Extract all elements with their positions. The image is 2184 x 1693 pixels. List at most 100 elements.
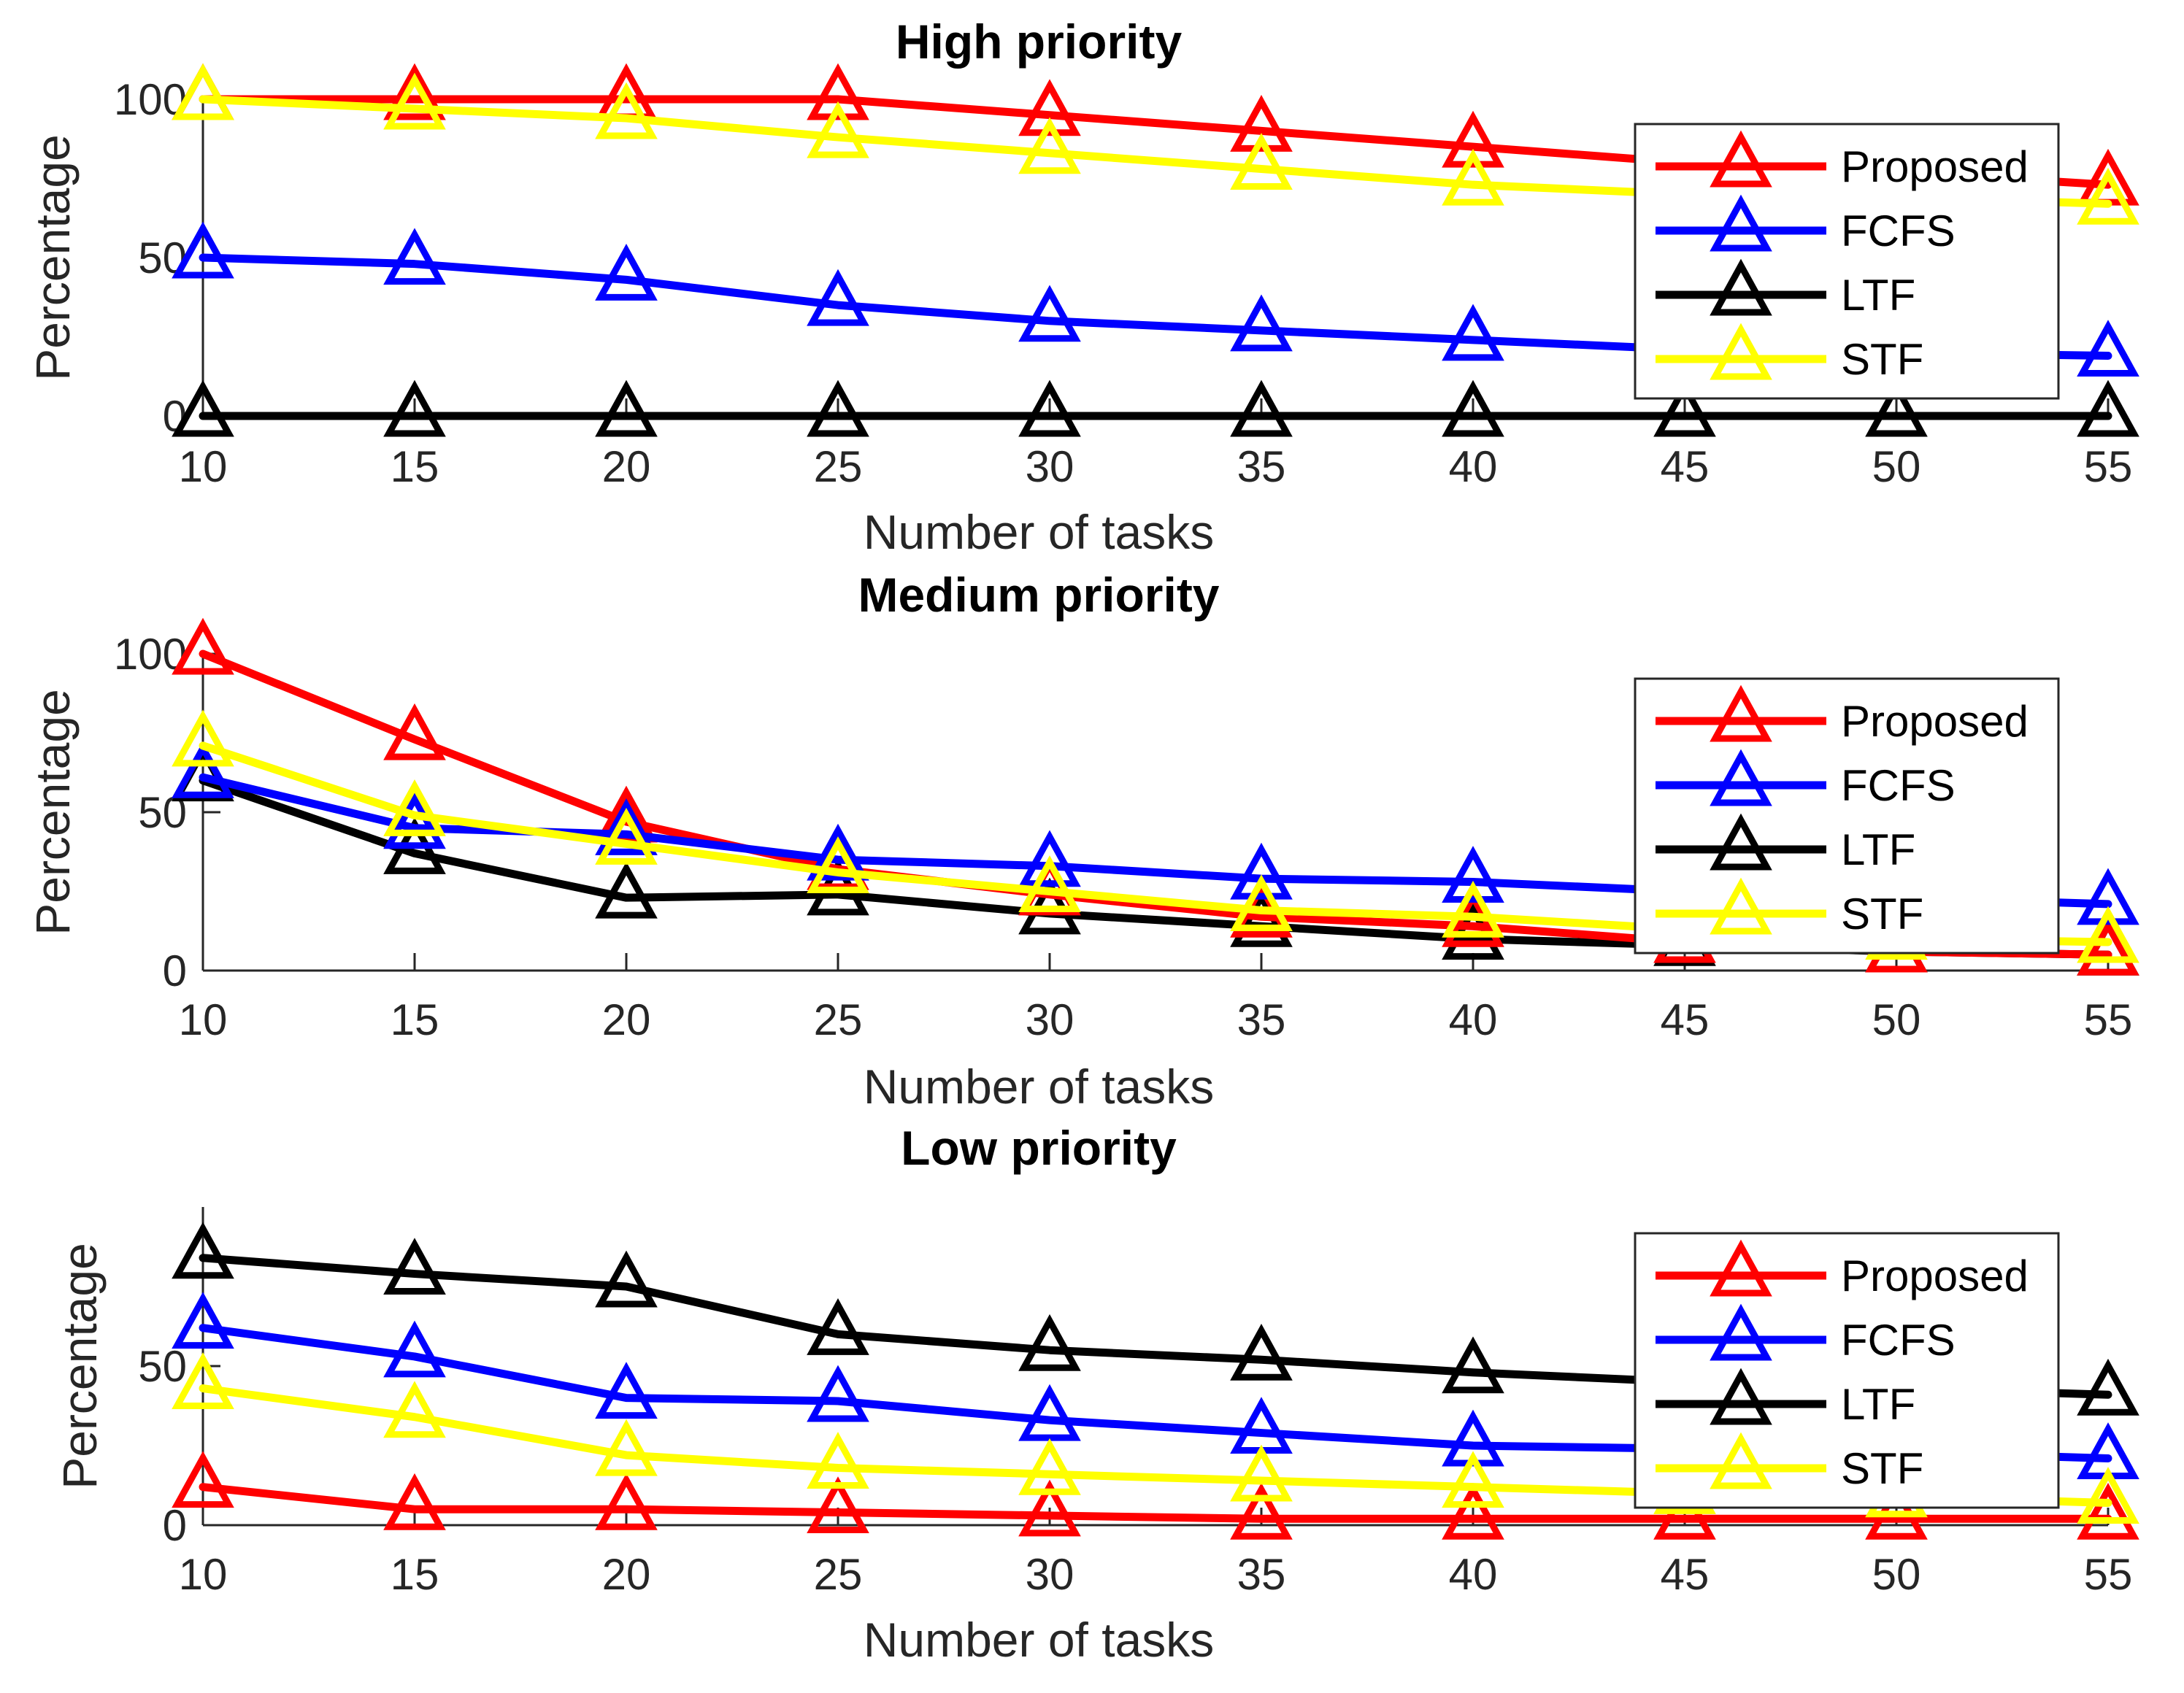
x-tick-label: 40 <box>1449 1550 1498 1599</box>
x-tick-label: 25 <box>814 1550 863 1599</box>
data-point-marker <box>1442 148 1504 206</box>
chart-title: Low priority <box>901 1121 1177 1175</box>
x-tick-label: 45 <box>1661 995 1710 1044</box>
data-point-marker <box>2077 320 2139 377</box>
data-point-marker <box>1018 830 1081 887</box>
series-line-proposed <box>199 1483 2112 1523</box>
x-tick-label: 50 <box>1872 1550 1921 1599</box>
data-point-marker <box>807 1476 869 1534</box>
data-point-marker <box>807 101 869 158</box>
data-point-marker <box>807 63 869 120</box>
data-point-marker <box>1018 1384 1081 1441</box>
legend-label-ltf: LTF <box>1841 1380 1915 1429</box>
data-point-marker <box>172 617 234 675</box>
data-point-marker <box>2077 167 2139 225</box>
legend-marker-stf <box>1710 877 1772 935</box>
data-point-marker <box>1018 1314 1081 1371</box>
x-tick-label: 25 <box>814 995 863 1044</box>
chart-title: Medium priority <box>858 568 1219 622</box>
x-tick-label: 25 <box>814 442 863 491</box>
data-point-marker <box>595 244 658 301</box>
data-point-marker <box>807 1298 869 1355</box>
x-tick-label: 20 <box>602 1550 651 1599</box>
data-point-marker <box>383 792 446 849</box>
y-axis-label: Percentage <box>26 689 80 936</box>
legend-label-stf: STF <box>1841 890 1923 938</box>
legend-marker-stf <box>1710 323 1772 380</box>
data-point-marker <box>172 63 234 120</box>
chart-title: High priority <box>896 15 1183 69</box>
legend-marker-fcfs <box>1710 1303 1772 1361</box>
data-point-marker <box>1442 846 1504 903</box>
data-point-marker <box>2077 868 2139 925</box>
y-tick-label: 50 <box>138 1342 187 1391</box>
data-point-marker <box>383 703 446 760</box>
data-point-marker <box>807 1365 869 1422</box>
data-point-marker <box>383 63 446 120</box>
data-point-marker <box>383 228 446 285</box>
data-point-marker <box>172 1451 234 1508</box>
data-point-marker <box>1230 294 1293 352</box>
data-point-marker <box>595 785 658 843</box>
x-tick-label: 45 <box>1661 1550 1710 1599</box>
x-tick-label: 50 <box>1872 995 1921 1044</box>
data-point-marker <box>1018 855 1081 912</box>
data-point-marker <box>595 1419 658 1476</box>
data-point-marker <box>1442 880 1504 938</box>
data-point-marker <box>1018 1479 1081 1537</box>
legend-marker-ltf <box>1710 1368 1772 1425</box>
data-point-marker <box>2077 1467 2139 1524</box>
legend-label-proposed: Proposed <box>1841 142 2029 191</box>
data-point-marker <box>1230 133 1293 190</box>
x-tick-label: 55 <box>2084 995 2133 1044</box>
data-point-marker <box>1230 842 1293 900</box>
data-point-marker <box>807 269 869 326</box>
legend: Proposed FCFS LTF STF <box>1634 123 2060 400</box>
data-point-marker <box>1230 874 1293 932</box>
x-axis-label: Number of tasks <box>864 1060 1215 1114</box>
data-point-marker <box>595 1250 658 1308</box>
x-tick-label: 20 <box>602 995 651 1044</box>
data-point-marker <box>172 379 234 437</box>
data-point-marker <box>2077 918 2139 976</box>
data-point-marker <box>383 1320 446 1378</box>
data-point-marker <box>172 741 234 798</box>
data-point-marker <box>1230 1397 1293 1454</box>
x-tick-label: 45 <box>1661 442 1710 491</box>
data-point-marker <box>383 1238 446 1295</box>
legend: Proposed FCFS LTF STF <box>1634 1232 2060 1509</box>
data-point-marker <box>1018 79 1081 136</box>
data-point-marker <box>1865 379 1928 437</box>
y-tick-label: 0 <box>163 946 187 995</box>
legend: Proposed FCFS LTF STF <box>1634 677 2060 955</box>
x-axis-label: Number of tasks <box>864 505 1215 559</box>
x-tick-label: 10 <box>179 1550 228 1599</box>
data-point-marker <box>172 1292 234 1349</box>
legend-label-ltf: LTF <box>1841 271 1915 320</box>
data-point-marker <box>172 709 234 767</box>
data-point-marker <box>383 1381 446 1438</box>
chart-panel-3: 10 15 20 25 30 35 40 45 50 55 0 50 Low priority Numbe… <box>53 1121 2139 1667</box>
data-point-marker <box>807 379 869 437</box>
legend-label-ltf: LTF <box>1841 825 1915 874</box>
data-point-marker <box>595 798 658 855</box>
data-point-marker <box>383 379 446 437</box>
data-point-marker <box>172 1352 234 1410</box>
legend-marker-proposed <box>1710 130 1772 188</box>
x-tick-label: 15 <box>391 1550 439 1599</box>
data-point-marker <box>383 779 446 836</box>
legend-label-fcfs: FCFS <box>1841 207 1956 255</box>
x-tick-label: 30 <box>1026 995 1074 1044</box>
y-axis-label: Percentage <box>26 134 80 381</box>
data-point-marker <box>1018 379 1081 437</box>
x-axis-label: Number of tasks <box>864 1613 1215 1667</box>
data-point-marker <box>1018 117 1081 174</box>
data-point-marker <box>1442 304 1504 361</box>
data-point-marker <box>2077 379 2139 437</box>
data-point-marker <box>807 1432 869 1489</box>
legend-marker-stf <box>1710 1432 1772 1489</box>
x-tick-label: 40 <box>1449 442 1498 491</box>
legend-label-proposed: Proposed <box>1841 697 2029 746</box>
